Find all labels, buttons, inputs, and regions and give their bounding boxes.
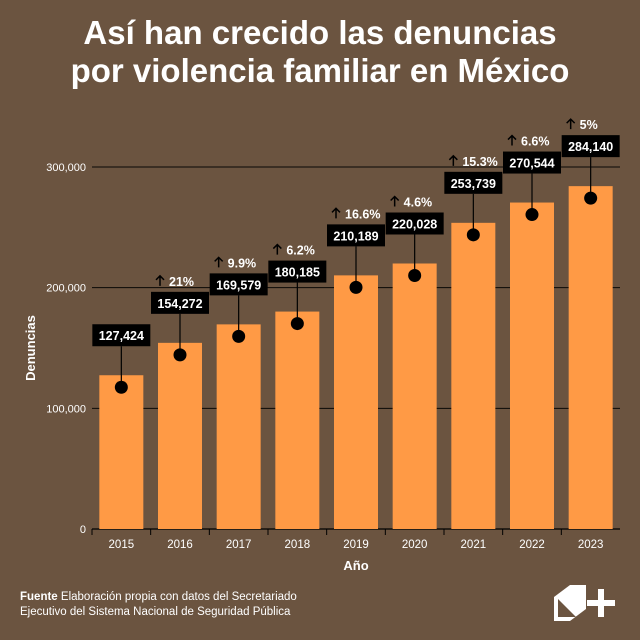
- growth-label: 5%: [580, 118, 598, 132]
- y-axis-title: Denuncias: [23, 315, 38, 381]
- value-label: 284,140: [568, 140, 613, 154]
- growth-arrow-icon: [448, 154, 458, 166]
- data-point: [466, 228, 480, 242]
- growth-arrow-icon: [566, 118, 576, 130]
- growth-label: 9.9%: [228, 256, 257, 270]
- value-label-box: [209, 273, 268, 296]
- value-label: 169,579: [216, 278, 261, 292]
- value-label: 154,272: [157, 297, 202, 311]
- title-line-2: por violencia familiar en México: [70, 52, 570, 89]
- data-point: [349, 280, 363, 294]
- growth-arrow-icon: [155, 274, 165, 286]
- x-tick-label: 2021: [461, 539, 487, 551]
- chart-title: Así han crecido las denuncias por violen…: [0, 14, 640, 90]
- bar: [158, 342, 202, 529]
- x-tick-label: 2017: [226, 539, 252, 551]
- x-tick-label: 2019: [343, 539, 369, 551]
- value-label-box: [151, 291, 209, 314]
- x-tick-label: 2016: [167, 539, 193, 551]
- growth-arrow-icon: [507, 134, 517, 146]
- x-tick-label: 2020: [402, 539, 428, 551]
- value-label-box: [561, 135, 620, 158]
- value-label-box: [92, 324, 151, 347]
- bar: [510, 202, 554, 529]
- value-label: 127,424: [99, 329, 144, 343]
- value-label-box: [444, 171, 503, 194]
- bar: [216, 324, 261, 529]
- value-label: 253,739: [451, 177, 496, 191]
- value-label: 220,028: [392, 217, 437, 231]
- growth-arrow-icon: [214, 256, 224, 268]
- value-label-box: [503, 151, 561, 174]
- data-point: [408, 268, 422, 282]
- value-label-box: [327, 224, 385, 247]
- x-tick-label: 2022: [519, 539, 545, 551]
- bar: [99, 375, 144, 529]
- data-point: [525, 208, 539, 222]
- data-point: [173, 348, 187, 362]
- x-axis-title: Año: [343, 558, 368, 573]
- value-label: 180,185: [275, 266, 320, 280]
- y-tick-label: 0: [80, 524, 86, 536]
- title-line-1: Así han crecido las denuncias: [83, 14, 557, 51]
- growth-arrow-icon: [390, 195, 400, 207]
- bar: [392, 263, 437, 529]
- data-point: [584, 191, 598, 205]
- growth-label: 6.6%: [521, 135, 550, 149]
- data-point: [232, 329, 246, 343]
- source-text-1: Elaboración propia con datos del Secreta…: [60, 591, 297, 603]
- x-tick-label: 2023: [578, 539, 604, 551]
- value-label-box: [385, 212, 444, 235]
- growth-label: 6.2%: [286, 244, 315, 258]
- value-label: 270,544: [509, 157, 554, 171]
- y-tick-label: 300,000: [46, 162, 86, 174]
- growth-arrow-icon: [272, 243, 282, 255]
- growth-label: 21%: [169, 275, 194, 289]
- x-tick-label: 2015: [109, 539, 135, 551]
- x-tick-label: 2018: [285, 539, 311, 551]
- value-label-box: [268, 260, 327, 283]
- bar: [451, 222, 496, 530]
- source-note: Fuente Elaboración propia con datos del …: [20, 590, 297, 620]
- bar: [568, 186, 613, 529]
- growth-label: 15.3%: [462, 155, 497, 169]
- n-plus-logo-icon: [554, 585, 615, 621]
- source-label: Fuente: [20, 591, 58, 603]
- growth-label: 16.6%: [345, 207, 380, 221]
- bar: [275, 311, 320, 529]
- y-tick-label: 100,000: [46, 403, 86, 415]
- y-tick-label: 200,000: [46, 283, 86, 295]
- value-label: 210,189: [333, 229, 378, 243]
- source-text-2: Ejecutivo del Sistema Nacional de Seguri…: [20, 606, 291, 618]
- bar: [334, 275, 378, 529]
- growth-arrow-icon: [331, 207, 341, 219]
- growth-label: 4.6%: [404, 195, 433, 209]
- data-point: [290, 317, 304, 331]
- data-point: [114, 380, 128, 394]
